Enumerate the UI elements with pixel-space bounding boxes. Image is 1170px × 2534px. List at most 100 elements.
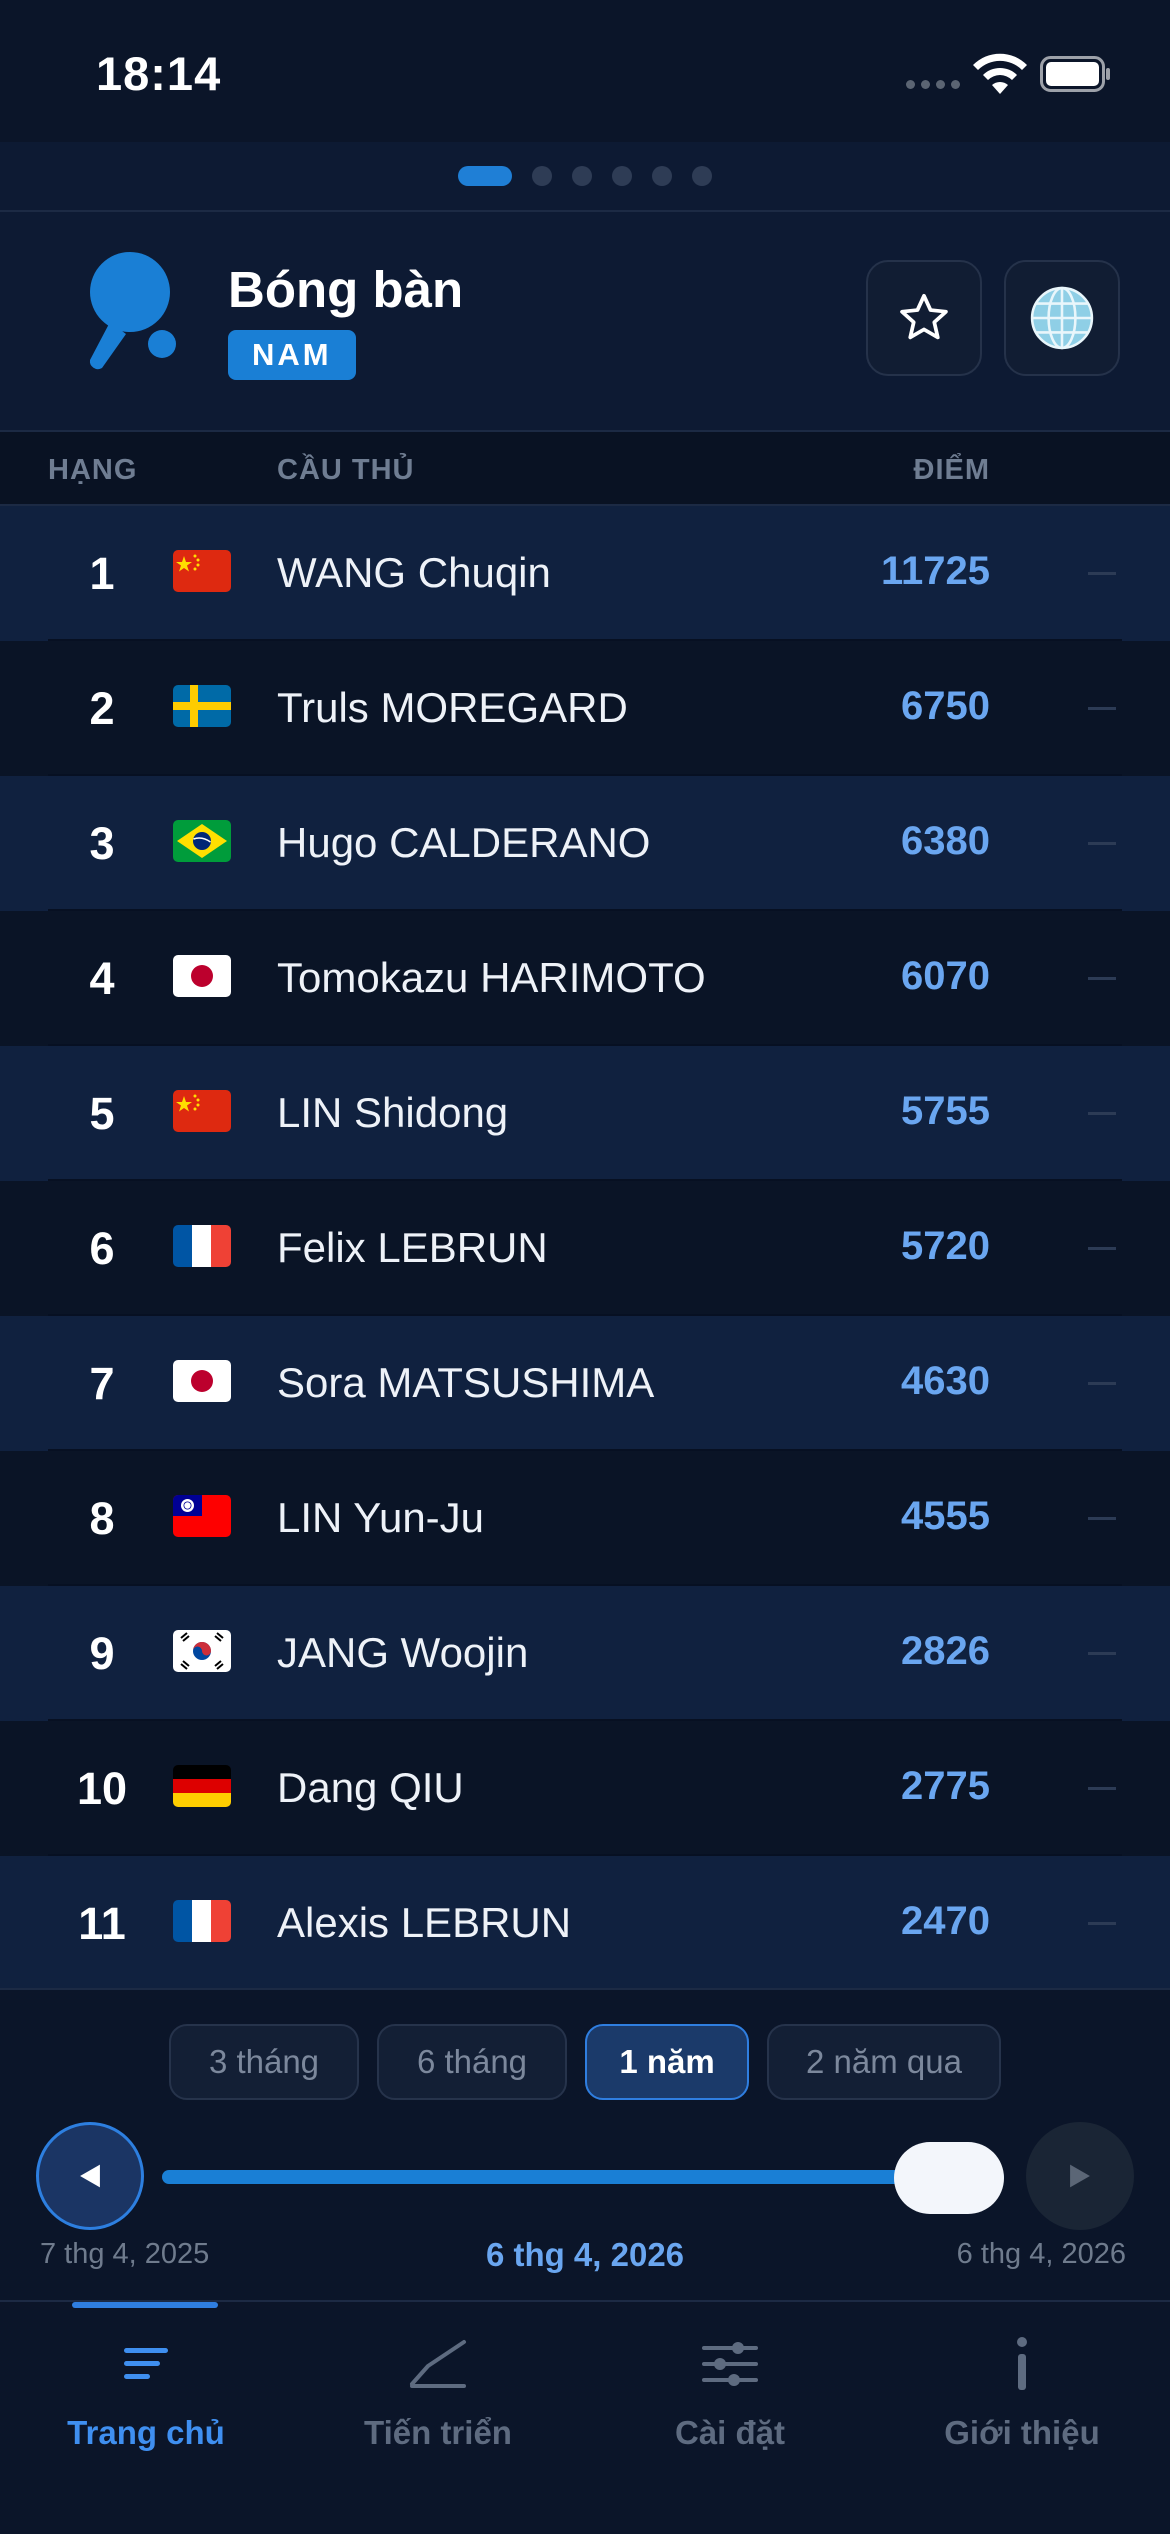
ranking-row[interactable]: 10 Dang QIU 2775 bbox=[0, 1721, 1170, 1856]
page-dot[interactable] bbox=[652, 166, 672, 186]
rank-number: 11 bbox=[78, 1898, 126, 1949]
player-name: Felix LEBRUN bbox=[277, 1224, 548, 1271]
ranking-table-header: HẠNG CẦU THỦ ĐIỂM bbox=[0, 432, 1170, 506]
status-bar: 18:14 bbox=[0, 0, 1170, 142]
favorite-button[interactable] bbox=[866, 260, 982, 376]
flag-south-korea-icon bbox=[173, 1630, 231, 1672]
player-points: 6380 bbox=[901, 819, 990, 863]
player-name: LIN Shidong bbox=[277, 1089, 509, 1136]
player-points: 6750 bbox=[901, 684, 990, 728]
status-time: 18:14 bbox=[96, 47, 222, 100]
ranking-row[interactable]: 7 Sora MATSUSHIMA 4630 bbox=[0, 1316, 1170, 1451]
trend-neutral-icon bbox=[1088, 572, 1116, 575]
tab-progress[interactable]: Tiến triển bbox=[292, 2332, 584, 2452]
period-chip-6-months[interactable]: 6 tháng bbox=[377, 2024, 567, 2100]
list-icon bbox=[124, 2348, 168, 2379]
trend-neutral-icon bbox=[1088, 977, 1116, 980]
ranking-row[interactable]: 5 LIN Shidong 5755 bbox=[0, 1046, 1170, 1181]
previous-date-button[interactable] bbox=[36, 2122, 144, 2230]
player-points: 5755 bbox=[901, 1089, 990, 1133]
tab-progress-label: Tiến triển bbox=[364, 2414, 512, 2451]
column-header-player: CẦU THỦ bbox=[277, 454, 415, 486]
timeline-start-date: 7 thg 4, 2025 bbox=[40, 2238, 210, 2270]
flag-japan-icon bbox=[173, 955, 231, 997]
player-name: WANG Chuqin bbox=[277, 549, 551, 596]
chart-icon bbox=[410, 2340, 466, 2388]
region-button[interactable] bbox=[1004, 260, 1120, 376]
flag-germany-icon bbox=[173, 1765, 231, 1807]
column-header-rank: HẠNG bbox=[48, 454, 138, 486]
page-dot[interactable] bbox=[612, 166, 632, 186]
rank-number: 1 bbox=[89, 548, 115, 599]
play-right-icon bbox=[1070, 2164, 1090, 2188]
trend-neutral-icon bbox=[1088, 1517, 1116, 1520]
rank-number: 2 bbox=[89, 683, 115, 734]
timeline-end-date: 6 thg 4, 2026 bbox=[956, 2238, 1126, 2270]
flag-china-icon bbox=[173, 1090, 231, 1132]
timeline-track[interactable] bbox=[162, 2170, 1004, 2184]
next-date-button[interactable] bbox=[1026, 2122, 1134, 2230]
tab-settings-label: Cài đặt bbox=[674, 2414, 786, 2451]
tab-home-label: Trang chủ bbox=[67, 2414, 225, 2451]
rank-number: 9 bbox=[89, 1628, 115, 1679]
ranking-row[interactable]: 8 LIN Yun-Ju 4555 bbox=[0, 1451, 1170, 1586]
period-chip-3-months[interactable]: 3 tháng bbox=[169, 2024, 359, 2100]
page-dot[interactable] bbox=[532, 166, 552, 186]
tab-about[interactable]: Giới thiệu bbox=[876, 2332, 1168, 2452]
page-dot[interactable] bbox=[572, 166, 592, 186]
player-points: 2775 bbox=[901, 1764, 990, 1808]
player-points: 5720 bbox=[901, 1224, 990, 1268]
column-header-points: ĐIỂM bbox=[913, 454, 990, 486]
ranking-row[interactable]: 11 Alexis LEBRUN 2470 bbox=[0, 1856, 1170, 1991]
tab-home[interactable]: Trang chủ bbox=[0, 2332, 292, 2452]
player-name: Alexis LEBRUN bbox=[277, 1899, 572, 1946]
flag-sweden-icon bbox=[173, 685, 231, 727]
player-points: 4630 bbox=[901, 1359, 990, 1403]
rank-number: 7 bbox=[89, 1358, 115, 1409]
page-dot[interactable] bbox=[692, 166, 712, 186]
battery-icon bbox=[1040, 56, 1110, 92]
ranking-row[interactable]: 3 Hugo CALDERANO 6380 bbox=[0, 776, 1170, 911]
flag-china-icon bbox=[173, 550, 231, 592]
ranking-row[interactable]: 4 Tomokazu HARIMOTO 6070 bbox=[0, 911, 1170, 1046]
player-name: Hugo CALDERANO bbox=[277, 819, 651, 866]
player-points: 4555 bbox=[901, 1494, 990, 1538]
ranking-row[interactable]: 2 Truls MOREGARD 6750 bbox=[0, 641, 1170, 776]
player-points: 2826 bbox=[901, 1629, 990, 1673]
sliders-icon bbox=[702, 2342, 758, 2386]
sport-title: Bóng bàn bbox=[228, 261, 464, 318]
rank-number: 4 bbox=[89, 953, 115, 1004]
player-name: JANG Woojin bbox=[277, 1629, 529, 1676]
trend-neutral-icon bbox=[1088, 1247, 1116, 1250]
ranking-row[interactable]: 1 WANG Chuqin 11725 bbox=[0, 506, 1170, 641]
ranking-row[interactable]: 9 JANG Woojin 2826 bbox=[0, 1586, 1170, 1721]
ranking-row[interactable]: 6 Felix LEBRUN 5720 bbox=[0, 1181, 1170, 1316]
rank-number: 8 bbox=[89, 1493, 115, 1544]
trend-neutral-icon bbox=[1088, 1787, 1116, 1790]
ping-pong-paddle-icon bbox=[89, 252, 176, 370]
ranking-list: 1 WANG Chuqin 11725 2 Truls MOREGARD 6750 3 Hug… bbox=[0, 506, 1170, 1991]
player-name: Tomokazu HARIMOTO bbox=[277, 954, 706, 1001]
rank-number: 5 bbox=[89, 1088, 115, 1139]
active-tab-indicator bbox=[72, 2302, 218, 2308]
rank-number: 3 bbox=[89, 818, 115, 869]
player-points: 2470 bbox=[901, 1899, 990, 1943]
player-name: Truls MOREGARD bbox=[277, 684, 628, 731]
player-points: 11725 bbox=[880, 549, 990, 593]
page-dot-active[interactable] bbox=[458, 166, 512, 186]
trend-neutral-icon bbox=[1088, 1382, 1116, 1385]
timeline-current-date: 6 thg 4, 2026 bbox=[485, 2236, 685, 2273]
wifi-icon bbox=[973, 53, 1027, 94]
tab-settings[interactable]: Cài đặt bbox=[584, 2332, 876, 2452]
period-chip-2-years[interactable]: 2 năm qua bbox=[767, 2024, 1001, 2100]
globe-icon bbox=[1030, 286, 1094, 350]
rank-number: 10 bbox=[76, 1763, 128, 1814]
period-chip-1-year[interactable]: 1 năm bbox=[585, 2024, 749, 2100]
player-name: Dang QIU bbox=[277, 1764, 464, 1811]
page-indicator bbox=[0, 142, 1170, 212]
star-icon bbox=[900, 293, 948, 340]
tab-bar: Trang chủ Tiến triển Cài đặt Giới thiệu bbox=[0, 2300, 1170, 2534]
gender-badge[interactable]: NAM bbox=[228, 330, 356, 380]
timeline-slider-thumb[interactable] bbox=[894, 2142, 1004, 2214]
info-icon bbox=[1017, 2337, 1027, 2390]
